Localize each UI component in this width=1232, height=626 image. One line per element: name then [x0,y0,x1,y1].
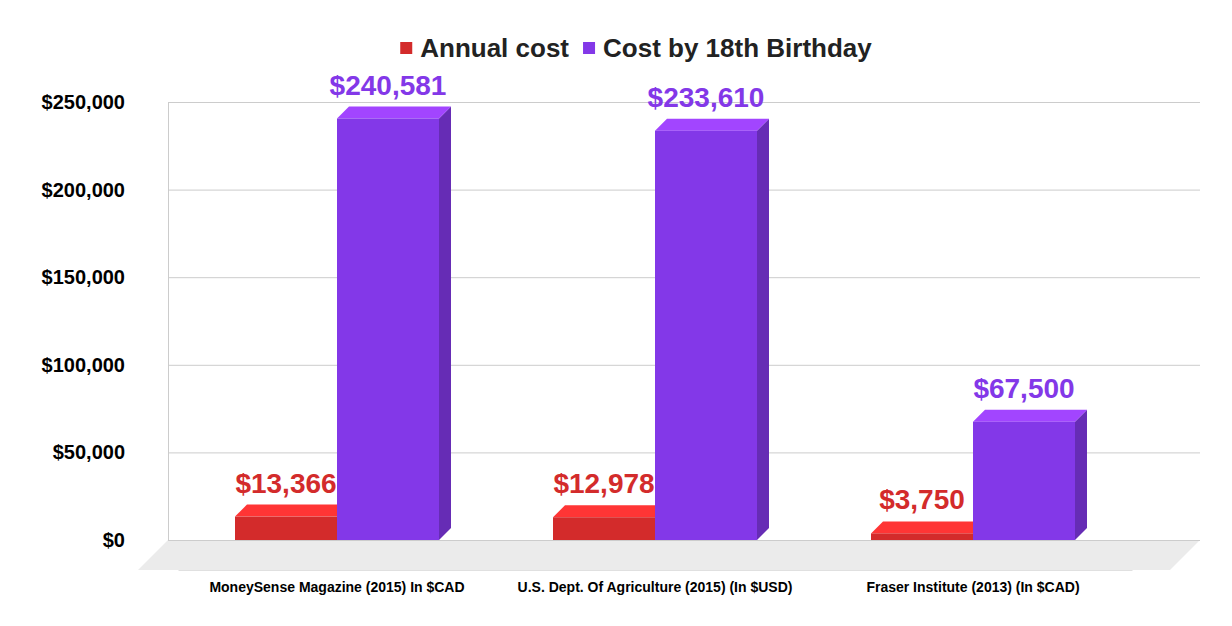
bar-side [439,107,451,540]
bar [871,521,985,540]
x-axis-line [179,570,1133,571]
y-tick-label: $100,000 [42,354,125,376]
bar-front [235,517,337,540]
legend-item: Annual cost [400,33,569,63]
bar-top [871,521,985,533]
x-tick-label: MoneySense Magazine (2015) In $CAD [209,579,464,595]
x-tick: MoneySense Magazine (2015) In $CAD [209,570,464,595]
legend-label: Cost by 18th Birthday [603,33,872,63]
series-bars [337,107,1087,540]
y-tick-label: $200,000 [42,179,125,201]
bar-top [655,119,769,131]
y-tick-label: $0 [103,529,125,551]
bars [235,107,1087,540]
x-tick-label: Fraser Institute (2013) (In $CAD) [866,579,1079,595]
bar [655,119,769,540]
bar [973,410,1087,540]
bar-front [553,517,655,540]
bar-front [337,119,439,540]
data-label: $240,581 [330,70,447,101]
y-tick-label: $250,000 [42,91,125,113]
data-label: $3,750 [879,484,965,515]
data-labels: $13,366 $12,978 $3,750 $240,581 $233,610 $67,… [235,70,1074,516]
data-label: $67,500 [973,373,1074,404]
legend-swatch [583,42,595,54]
bar [337,107,451,540]
data-label: $233,610 [648,82,765,113]
data-label: $13,366 [235,468,336,499]
legend-item: Cost by 18th Birthday [583,33,872,63]
chart: $0 $50,000 $100,000 $150,000 $200,000 $250,00… [0,0,1232,626]
legend: Annual cost Cost by 18th Birthday [400,33,872,63]
y-tick-label: $150,000 [42,266,125,288]
bar-top [553,505,667,517]
y-tick-label: $50,000 [53,441,125,463]
x-axis: MoneySense Magazine (2015) In $CAD U.S. D… [179,570,1133,595]
y-tick: $250,000 [42,91,1200,113]
y-tick: $150,000 [42,266,1200,288]
y-axis: $0 $50,000 $100,000 $150,000 $200,000 $250,00… [42,91,1200,551]
bar-top [973,410,1087,422]
bar-front [871,533,973,540]
bar-top [235,505,349,517]
bar [235,505,349,540]
bar-front [973,422,1075,540]
y-tick: $200,000 [42,179,1200,201]
x-tick-label: U.S. Dept. Of Agriculture (2015) (In $US… [518,579,793,595]
bar-side [757,119,769,540]
y-axis-line [169,103,1201,541]
legend-label: Annual cost [420,33,569,63]
grid-line [168,540,1200,541]
bar-front [655,131,757,540]
data-label: $12,978 [553,468,654,499]
x-tick: U.S. Dept. Of Agriculture (2015) (In $US… [518,570,793,595]
bar-side [1075,410,1087,540]
x-tick: Fraser Institute (2013) (In $CAD) [866,570,1079,595]
floor [138,540,1200,570]
legend-swatch [400,42,412,54]
bar [553,505,667,540]
bar-top [337,107,451,119]
